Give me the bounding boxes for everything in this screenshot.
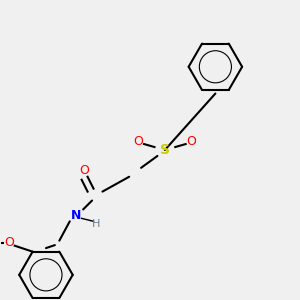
Text: S: S: [160, 143, 170, 157]
Text: H: H: [92, 219, 101, 229]
Text: O: O: [133, 135, 143, 148]
Text: N: N: [70, 209, 81, 222]
Text: O: O: [187, 135, 196, 148]
Text: O: O: [4, 236, 14, 249]
Text: O: O: [80, 164, 89, 177]
